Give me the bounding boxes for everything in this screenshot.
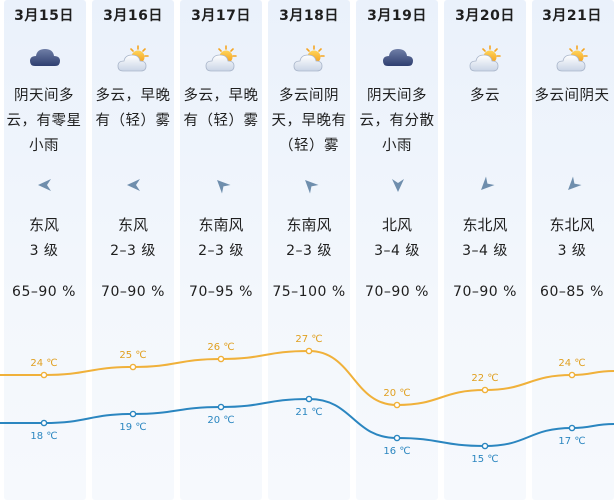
weather-description: 阴天间多 云，有分散 小雨 xyxy=(359,88,435,154)
weather-description: 多云，早晚 有（轻）雾 xyxy=(95,88,171,129)
day-column: 3月21日多云间阴天东北风 3 级 60–85 % xyxy=(528,0,614,310)
day-column: 3月17日多云，早晚 有（轻）雾东南风 2–3 级 70–95 % xyxy=(177,0,265,310)
wind-direction-arrow-icon xyxy=(301,176,319,194)
humidity-range: 65–90 % xyxy=(12,284,76,300)
partly-cloudy-icon xyxy=(117,44,151,74)
low-temperature-point xyxy=(40,419,48,427)
wind-direction: 东南风 xyxy=(286,216,332,234)
wind-direction: 东北风 xyxy=(549,216,595,234)
low-temperature-label: 21 ℃ xyxy=(295,407,322,418)
high-temperature-line xyxy=(0,349,614,407)
high-temperature-point xyxy=(305,347,313,355)
wind-direction-arrow-icon xyxy=(213,176,231,194)
high-temperature-label: 26 ℃ xyxy=(207,342,234,353)
wind-level: 3–4 级 xyxy=(374,243,420,259)
wind-level: 2–3 级 xyxy=(110,243,156,259)
humidity-range: 70–90 % xyxy=(453,284,517,300)
wind-level: 2–3 级 xyxy=(198,243,244,259)
low-temperature-point xyxy=(305,395,313,403)
partly-cloudy-icon xyxy=(205,44,239,74)
wind-level: 2–3 级 xyxy=(286,243,332,259)
low-temperature-point xyxy=(568,424,576,432)
low-temperature-label: 15 ℃ xyxy=(471,454,498,465)
high-temperature-label: 24 ℃ xyxy=(558,358,585,369)
high-temperature-point xyxy=(217,355,225,363)
day-column: 3月16日多云，早晚 有（轻）雾东风 2–3 级 70–90 % xyxy=(89,0,177,310)
day-date: 3月16日 xyxy=(103,8,163,24)
low-temperature-label: 20 ℃ xyxy=(207,415,234,426)
day-column: 3月18日多云间阴 天，早晚有 （轻）雾东南风 2–3 级 75–100 % xyxy=(265,0,353,310)
weather-description: 多云 xyxy=(470,88,500,104)
day-column-background xyxy=(4,0,86,500)
day-column-background xyxy=(356,0,438,500)
day-date: 3月20日 xyxy=(455,8,515,24)
partly-cloudy-icon xyxy=(469,44,503,74)
wind-direction: 东南风 xyxy=(198,216,244,234)
high-temperature-point xyxy=(129,363,137,371)
low-temperature-label: 17 ℃ xyxy=(558,436,585,447)
wind-direction: 北风 xyxy=(381,216,412,234)
high-temperature-label: 25 ℃ xyxy=(119,350,146,361)
day-column: 3月15日阴天间多 云，有零星 小雨东风 3 级 65–90 % xyxy=(0,0,88,310)
low-temperature-point xyxy=(129,410,137,418)
day-column-background xyxy=(444,0,526,500)
wind-direction-arrow-icon xyxy=(389,176,407,194)
low-temperature-point xyxy=(481,442,489,450)
overcast-rain-icon xyxy=(28,44,62,74)
overcast-rain-icon xyxy=(381,44,415,74)
wind-level: 3 级 xyxy=(557,243,587,259)
weather-description: 多云间阴天 xyxy=(534,88,610,104)
wind-level: 3–4 级 xyxy=(462,243,508,259)
day-column: 3月20日多云东北风 3–4 级 70–90 % xyxy=(441,0,529,310)
weather-description: 多云间阴 天，早晚有 （轻）雾 xyxy=(271,88,347,154)
high-temperature-label: 22 ℃ xyxy=(471,373,498,384)
day-date: 3月21日 xyxy=(542,8,602,24)
weather-description: 阴天间多 云，有零星 小雨 xyxy=(6,88,82,154)
weather-description: 多云，早晚 有（轻）雾 xyxy=(183,88,259,129)
day-date: 3月15日 xyxy=(14,8,74,24)
day-column: 3月19日阴天间多 云，有分散 小雨北风 3–4 级 70–90 % xyxy=(353,0,441,310)
humidity-range: 70–95 % xyxy=(189,284,253,300)
low-temperature-label: 18 ℃ xyxy=(30,431,57,442)
low-temperature-point xyxy=(217,403,225,411)
humidity-range: 60–85 % xyxy=(540,284,604,300)
wind-level: 3 级 xyxy=(29,243,59,259)
high-temperature-point xyxy=(40,371,48,379)
low-temperature-label: 16 ℃ xyxy=(383,446,410,457)
day-column-background xyxy=(180,0,262,500)
low-temperature-line xyxy=(0,397,614,448)
day-date: 3月19日 xyxy=(367,8,427,24)
partly-cloudy-icon xyxy=(293,44,327,74)
day-column-background xyxy=(532,0,614,500)
high-temperature-point xyxy=(481,386,489,394)
high-temperature-label: 27 ℃ xyxy=(295,334,322,345)
wind-direction: 东北风 xyxy=(462,216,508,234)
wind-direction-arrow-icon xyxy=(477,176,495,194)
high-temperature-label: 20 ℃ xyxy=(383,388,410,399)
low-temperature-label: 19 ℃ xyxy=(119,422,146,433)
wind-direction: 东风 xyxy=(117,216,148,234)
high-temperature-label: 24 ℃ xyxy=(30,358,57,369)
low-temperature-point xyxy=(393,434,401,442)
day-column-background xyxy=(268,0,350,500)
humidity-range: 70–90 % xyxy=(365,284,429,300)
high-temperature-point xyxy=(568,371,576,379)
partly-cloudy-icon xyxy=(556,44,590,74)
wind-direction-arrow-icon xyxy=(125,176,143,194)
humidity-range: 70–90 % xyxy=(101,284,165,300)
wind-direction-arrow-icon xyxy=(564,176,582,194)
day-date: 3月18日 xyxy=(279,8,339,24)
humidity-range: 75–100 % xyxy=(272,284,346,300)
day-date: 3月17日 xyxy=(191,8,251,24)
wind-direction-arrow-icon xyxy=(36,176,54,194)
wind-direction: 东风 xyxy=(28,216,59,234)
high-temperature-point xyxy=(393,401,401,409)
